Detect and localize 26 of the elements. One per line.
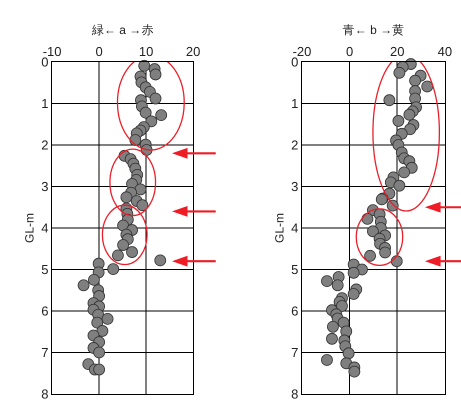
y-tick-label: 4 [291, 220, 298, 236]
y-tick-label: 1 [41, 96, 48, 112]
y-tick-label: 8 [291, 386, 298, 402]
y-tick-label: 7 [291, 345, 298, 360]
x-tick-label: 0 [346, 44, 354, 59]
y-tick-label: 5 [291, 262, 298, 278]
y-axis-title: GL-m [22, 212, 37, 243]
y-tick-label: 2 [291, 138, 298, 153]
x-tick-label: 20 [390, 44, 404, 59]
y-tick-label: 6 [41, 304, 48, 319]
x-tick-label: 10 [138, 44, 154, 59]
y-tick-label: 7 [41, 345, 48, 360]
y-tick-label: 6 [291, 304, 298, 319]
y-tick-label: 3 [41, 179, 48, 194]
y-tick-label: 3 [291, 179, 298, 194]
y-tick-label: 4 [41, 220, 48, 236]
y-tick-label: 1 [291, 96, 298, 112]
x-tick-label: 40 [438, 44, 452, 59]
y-tick-label: 5 [41, 262, 48, 278]
x-tick-label: 20 [186, 44, 200, 59]
y-axis-title: GL-m [272, 212, 286, 243]
x-axis-title: 緑← a →赤 [90, 23, 154, 38]
x-tick-label: 0 [95, 44, 103, 59]
y-tick-label: 8 [41, 386, 48, 402]
x-axis-title: 青← b →黄 [342, 23, 404, 38]
y-tick-label: 2 [41, 138, 48, 153]
